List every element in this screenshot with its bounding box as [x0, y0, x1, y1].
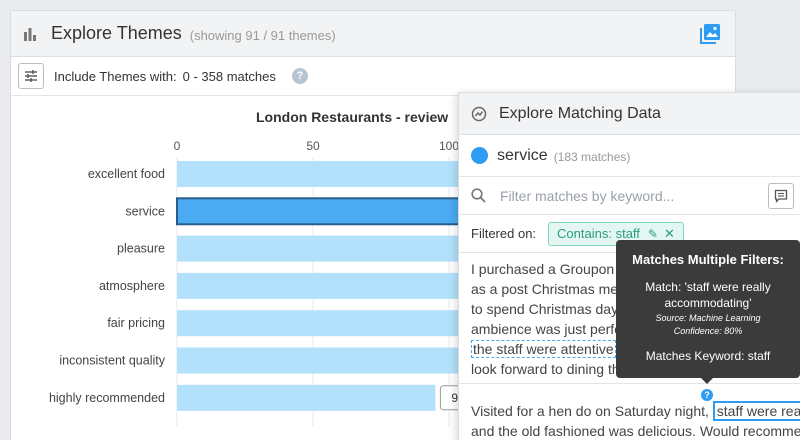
- review-line: I purchased a Groupon o: [471, 261, 626, 277]
- tooltip-keyword: Matches Keyword: staff: [645, 349, 771, 363]
- x-tick-label: 0: [174, 139, 181, 153]
- explore-matching-header: Explore Matching Data: [459, 93, 800, 135]
- theme-color-dot: [471, 147, 488, 164]
- bar[interactable]: [177, 347, 469, 374]
- help-icon[interactable]: ?: [291, 68, 308, 84]
- review-item: Visited for a hen do on Saturday night, …: [471, 401, 800, 440]
- match-highlight[interactable]: the staff were attentive: [471, 340, 616, 358]
- matching-reviews-list: I purchased a Groupon o as a post Christ…: [459, 253, 800, 440]
- include-themes-filter: Include Themes with: 0 - 358 matches ?: [11, 57, 735, 95]
- filter-settings-button[interactable]: [18, 63, 44, 89]
- explore-matching-title: Explore Matching Data: [499, 104, 661, 122]
- multiple-filters-tooltip: Matches Multiple Filters: Match: 'staff …: [616, 240, 800, 384]
- chart-title: London Restaurants - review: [256, 109, 449, 125]
- x-tick-label: 100: [439, 139, 459, 153]
- tooltip-confidence: Confidence: 80%: [673, 326, 743, 336]
- comment-icon: [774, 189, 788, 203]
- review-line: as a post Christmas mea: [471, 281, 626, 297]
- review-line: ambience was just perfe: [471, 321, 622, 337]
- review-line: to spend Christmas day: [471, 301, 619, 317]
- explore-themes-header: Explore Themes (showing 91 / 91 themes): [11, 11, 735, 57]
- search-input[interactable]: [500, 187, 740, 204]
- filter-chip-label: Contains: staff: [557, 226, 640, 241]
- review-item: I purchased a Groupon o as a post Christ…: [471, 259, 800, 379]
- x-tick-label: 50: [306, 139, 320, 153]
- review-line: Visited for a hen do on Saturday night,: [471, 403, 709, 419]
- category-label: pleasure: [117, 242, 165, 256]
- gauge-icon: [471, 106, 487, 121]
- bar-chart-icon: [24, 27, 36, 41]
- pencil-icon[interactable]: ✎: [647, 226, 658, 241]
- filtered-on-label: Filtered on:: [471, 226, 537, 241]
- selected-theme-name: service: [497, 146, 548, 164]
- comments-button[interactable]: [768, 183, 794, 209]
- category-label: fair pricing: [107, 316, 165, 330]
- tooltip-title: Matches Multiple Filters:: [632, 252, 784, 267]
- filtered-on-row: Filtered on: Contains: staff ✎ ✕: [459, 215, 800, 253]
- include-themes-label: Include Themes with:: [54, 68, 177, 84]
- review-divider: [459, 383, 800, 384]
- category-label: inconsistent quality: [59, 354, 165, 368]
- match-highlight[interactable]: staff were reall: [712, 401, 800, 421]
- sliders-icon: [25, 70, 37, 82]
- search-icon: [471, 188, 486, 203]
- bar[interactable]: [177, 384, 436, 411]
- category-label: service: [125, 204, 165, 218]
- explore-themes-title: Explore Themes: [51, 23, 182, 43]
- themes-count-subtitle: (showing 91 / 91 themes): [189, 27, 336, 43]
- bar[interactable]: [177, 310, 474, 337]
- review-line: and the old fashioned was delicious. Wou…: [471, 423, 800, 439]
- selected-theme-count: (183 matches): [553, 149, 631, 164]
- image-export-icon[interactable]: [699, 23, 721, 45]
- category-label: excellent food: [88, 167, 165, 181]
- category-label: highly recommended: [49, 391, 165, 405]
- review-line: look forward to dining th: [471, 361, 620, 377]
- close-icon[interactable]: ✕: [663, 225, 675, 241]
- filter-chip-contains-staff[interactable]: Contains: staff ✎ ✕: [548, 221, 684, 246]
- match-search-row: [459, 177, 800, 215]
- tooltip-source: Source: Machine Learning: [655, 313, 761, 323]
- tooltip-match: Match: 'staff were really accommodating': [645, 280, 771, 310]
- explore-matching-panel: Explore Matching Data service (183 match…: [458, 92, 800, 440]
- multi-filter-marker-icon[interactable]: ?: [701, 389, 713, 401]
- category-label: atmosphere: [99, 279, 165, 293]
- selected-theme-row: service (183 matches): [459, 135, 800, 177]
- include-themes-range[interactable]: 0 - 358 matches: [182, 68, 276, 84]
